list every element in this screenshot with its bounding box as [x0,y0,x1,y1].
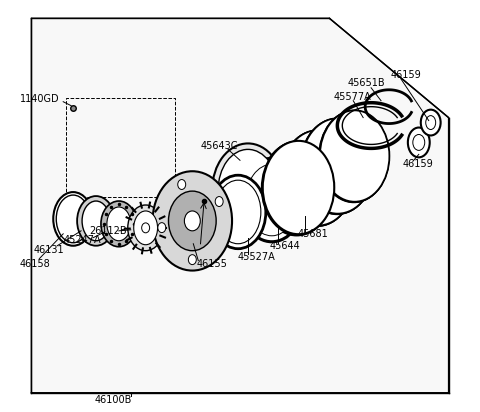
Text: 45643C: 45643C [200,141,238,151]
Text: 1140GD: 1140GD [20,94,59,104]
Text: 46158: 46158 [20,259,50,269]
Ellipse shape [134,211,157,245]
Text: 46159: 46159 [403,159,433,169]
Ellipse shape [281,131,354,226]
Ellipse shape [210,175,266,249]
Text: 45644: 45644 [270,241,300,251]
Ellipse shape [240,158,303,242]
Ellipse shape [262,141,334,235]
Text: 45247A: 45247A [63,235,101,245]
Ellipse shape [300,119,374,214]
Ellipse shape [218,150,278,231]
Ellipse shape [212,143,284,237]
Text: 26112B: 26112B [89,226,127,236]
Ellipse shape [153,171,232,271]
Ellipse shape [158,222,166,233]
Text: 45681: 45681 [298,229,328,239]
Ellipse shape [178,180,186,190]
Ellipse shape [168,191,216,250]
Text: 46100B: 46100B [94,395,132,405]
Ellipse shape [128,205,164,250]
Ellipse shape [280,131,354,226]
Text: 46155: 46155 [196,259,227,269]
Text: 46131: 46131 [34,245,64,255]
Ellipse shape [82,201,110,241]
Ellipse shape [77,196,115,246]
Polygon shape [31,18,449,393]
Ellipse shape [413,134,425,150]
Ellipse shape [263,141,334,234]
Ellipse shape [188,255,196,265]
Ellipse shape [319,111,389,202]
Ellipse shape [215,180,261,244]
Ellipse shape [320,111,389,202]
Text: 45577A: 45577A [334,92,371,102]
Ellipse shape [320,110,389,202]
Ellipse shape [107,207,131,241]
Ellipse shape [421,110,441,136]
Text: 45527A: 45527A [238,252,276,262]
Ellipse shape [53,192,93,246]
Ellipse shape [281,130,355,225]
Ellipse shape [101,201,137,247]
Ellipse shape [426,116,436,129]
Text: 45651B: 45651B [347,78,385,88]
Ellipse shape [56,195,90,243]
Ellipse shape [300,119,374,214]
Text: 46159: 46159 [391,70,422,80]
Ellipse shape [215,197,223,206]
Ellipse shape [261,142,333,235]
Ellipse shape [184,211,200,231]
Ellipse shape [301,118,374,214]
Ellipse shape [142,223,150,233]
Ellipse shape [408,128,430,157]
Ellipse shape [246,164,298,236]
